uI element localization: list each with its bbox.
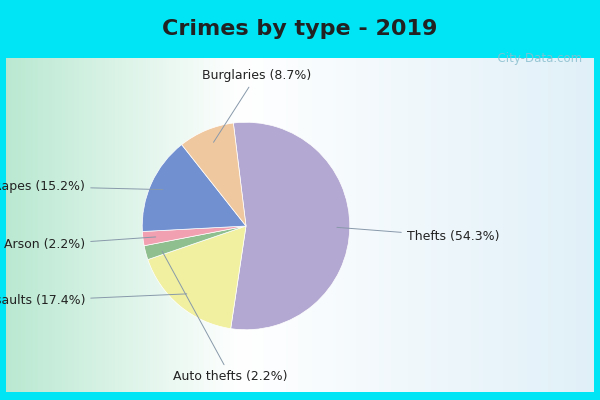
Text: Burglaries (8.7%): Burglaries (8.7%) — [202, 69, 311, 142]
Text: Rapes (15.2%): Rapes (15.2%) — [0, 180, 163, 193]
Bar — [594, 0, 600, 400]
Text: Thefts (54.3%): Thefts (54.3%) — [337, 227, 499, 243]
Wedge shape — [142, 226, 246, 246]
Text: Auto thefts (2.2%): Auto thefts (2.2%) — [162, 251, 287, 383]
Text: Assaults (17.4%): Assaults (17.4%) — [0, 294, 187, 307]
Wedge shape — [144, 226, 246, 260]
Text: Crimes by type - 2019: Crimes by type - 2019 — [163, 19, 437, 39]
Text: Arson (2.2%): Arson (2.2%) — [4, 237, 155, 251]
Bar — [0, 392, 600, 400]
Bar — [0, 0, 600, 58]
Text: City-Data.com: City-Data.com — [490, 52, 582, 65]
Wedge shape — [148, 226, 246, 329]
Bar — [0, 0, 6, 400]
Wedge shape — [182, 123, 246, 226]
Wedge shape — [142, 145, 246, 232]
Wedge shape — [231, 122, 350, 330]
